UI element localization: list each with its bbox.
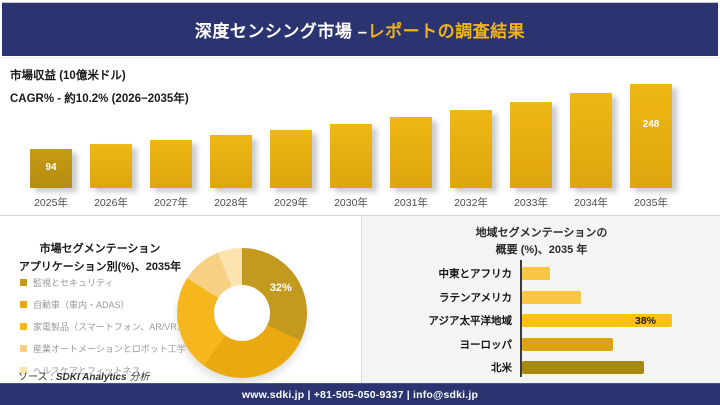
- revenue-bar-2029年: 2029年: [270, 130, 312, 209]
- legend-swatch-icon: [20, 323, 27, 330]
- regional-segmentation-panel: 地域セグメンテーションの 概要 (%)、2035 年 中東とアフリカ ラテンアメリ…: [361, 215, 720, 385]
- bar-year-label: 2025年: [34, 197, 68, 209]
- region-row: ヨーロッパ: [362, 333, 720, 357]
- revenue-bar-2032年: 2032年: [450, 110, 492, 209]
- bar-year-label: 2028年: [214, 197, 248, 209]
- legend-item: ヘルスケアとフィットネス: [20, 364, 186, 377]
- bar-year-label: 2026年: [94, 197, 128, 209]
- legend-swatch-icon: [20, 345, 27, 352]
- region-bar-アジア太平洋地域: 38%: [522, 314, 672, 328]
- legend-item: 産業オートメーションとロボット工学: [20, 342, 186, 355]
- revenue-bars: 94 2025年 2026年 2027年 2028年 2029年 2030年 2031年 203…: [30, 84, 672, 209]
- revenue-bar-2030年: 2030年: [330, 124, 372, 209]
- legend-label: 家電製品（スマートフォン、AR/VR）: [33, 322, 186, 332]
- revenue-metric-label: 市場収益 (10億米ドル): [10, 70, 126, 82]
- regional-chart-axis: [520, 260, 522, 377]
- bar-year-label: 2034年: [574, 197, 608, 209]
- source-suffix: 分析: [126, 372, 150, 383]
- regional-chart-title-line1: 地域セグメンテーションの: [475, 227, 608, 239]
- legend-swatch-icon: [20, 301, 27, 308]
- region-row: アジア太平洋地域 38%: [362, 309, 720, 333]
- revenue-bar-2034年: 2034年: [570, 93, 612, 209]
- footer-bar: www.sdki.jp | +81-505-050-9337 | info@sd…: [0, 383, 720, 405]
- region-bar-北米: [522, 361, 644, 375]
- regional-chart-title-line2: 概要 (%)、2035 年: [495, 244, 588, 256]
- region-row: ラテンアメリカ: [362, 286, 720, 310]
- bar-year-label: 2035年: [634, 197, 668, 209]
- donut-slice-label: 32%: [269, 282, 292, 295]
- revenue-bar-2026年: 2026年: [90, 144, 132, 209]
- application-chart-title-line2: アプリケーション別(%)、2035年: [18, 261, 182, 273]
- revenue-chart-section: 市場収益 (10億米ドル) CAGR% - 約10.2% (2026−2035年…: [0, 57, 720, 216]
- legend-label: ヘルスケアとフィットネス: [33, 366, 141, 376]
- revenue-bar-2025年: 94 2025年: [30, 149, 72, 209]
- footer-contact-text: www.sdki.jp | +81-505-050-9337 | info@sd…: [241, 388, 479, 401]
- revenue-bar-2033年: 2033年: [510, 102, 552, 209]
- regional-bars: 中東とアフリカ ラテンアメリカアジア太平洋地域 38% ヨーロッパ北米: [362, 262, 720, 380]
- legend-label: 自動車（車内・ADAS）: [33, 300, 130, 310]
- revenue-bar-2028年: 2028年: [210, 135, 252, 209]
- legend-label: 監視とセキュリティ: [33, 278, 114, 288]
- page-title: 深度センシング市場 –レポートの調査結果: [195, 17, 525, 42]
- legend-item: 家電製品（スマートフォン、AR/VR）: [20, 320, 186, 333]
- legend-label: 産業オートメーションとロボット工学: [33, 344, 186, 354]
- region-bar-ヨーロッパ: [522, 337, 613, 351]
- bar-year-label: 2029年: [274, 197, 308, 209]
- region-label: 中東とアフリカ: [438, 268, 513, 281]
- legend-swatch-icon: [20, 367, 27, 374]
- bar-year-label: 2033年: [514, 197, 548, 209]
- bar-year-label: 2031年: [394, 197, 428, 209]
- legend-item: 監視とセキュリティ: [20, 276, 186, 289]
- application-donut-chart: 32%: [177, 248, 307, 378]
- revenue-bar-2031年: 2031年: [390, 117, 432, 209]
- region-label: 北米: [491, 362, 512, 375]
- source-note: ソース : SDKI Analytics 分析: [18, 368, 149, 383]
- revenue-bar-2027年: 2027年: [150, 140, 192, 209]
- source-prefix: ソース :: [18, 372, 56, 383]
- region-row: 北米: [362, 356, 720, 380]
- application-legend: 監視とセキュリティ自動車（車内・ADAS） 家電製品（スマートフォン、AR/VR）…: [20, 276, 186, 386]
- region-row: 中東とアフリカ: [362, 262, 720, 286]
- legend-swatch-icon: [20, 279, 27, 286]
- bar-value-label: 94: [45, 162, 57, 174]
- source-name: SDKI Analytics: [55, 372, 127, 383]
- page-title-main: 深度センシング市場 –: [194, 22, 368, 41]
- revenue-bar-2035年: 248 2035年: [630, 84, 672, 209]
- region-label: ヨーロッパ: [459, 338, 513, 351]
- region-bar-中東とアフリカ: [522, 267, 550, 281]
- bar-year-label: 2027年: [154, 197, 188, 209]
- region-bar-value-label: 38%: [634, 314, 656, 327]
- region-bar-ラテンアメリカ: [522, 290, 581, 304]
- bar-year-label: 2032年: [454, 197, 488, 209]
- bar-value-label: 248: [642, 119, 660, 131]
- application-chart-title-line1: 市場セグメンテーション: [39, 243, 161, 255]
- region-label: アジア太平洋地域: [428, 315, 512, 328]
- report-header: 深度センシング市場 –レポートの調査結果: [2, 2, 718, 56]
- cagr-label: CAGR% - 約10.2% (2026−2035年): [10, 93, 189, 105]
- bar-year-label: 2030年: [334, 197, 368, 209]
- page-title-accent: レポートの調査結果: [367, 22, 526, 41]
- legend-item: 自動車（車内・ADAS）: [20, 298, 186, 311]
- application-segmentation-panel: 市場セグメンテーション アプリケーション別(%)、2035年 監視とセキュリティ…: [0, 215, 361, 385]
- region-label: ラテンアメリカ: [439, 291, 512, 304]
